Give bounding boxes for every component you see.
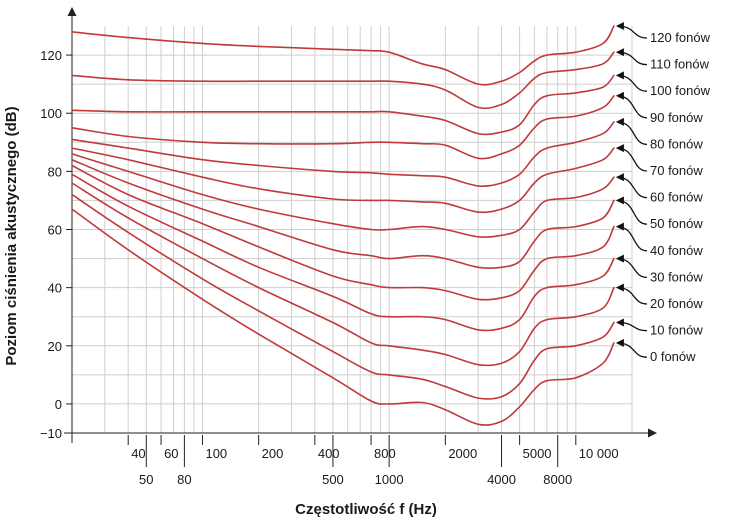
leader-arrow-40-fonów — [615, 222, 648, 252]
x-tick-label: 10 000 — [579, 446, 619, 461]
curve-60-fonów — [71, 153, 615, 238]
leader-arrow-90-fonów — [615, 91, 648, 119]
leader-arrow-60-fonów — [615, 173, 648, 199]
curve-90-fonów — [71, 95, 615, 160]
leader-arrow-20-fonów — [615, 283, 648, 305]
leader-arrow-30-fonów — [615, 254, 648, 279]
y-tick-label: 120 — [40, 48, 62, 63]
legend-label-80-fonów: 80 fonów — [650, 136, 703, 151]
curve-110-fonów — [71, 51, 615, 110]
leader-arrow-10-fonów — [615, 318, 648, 332]
y-tick-label: 40 — [48, 281, 62, 296]
legend-label-20-fonów: 20 fonów — [650, 296, 703, 311]
leader-arrow-70-fonów — [615, 144, 648, 172]
x-tick-label: 200 — [262, 446, 284, 461]
y-tick-label: 60 — [48, 223, 62, 238]
curves — [71, 25, 615, 426]
leader-arrow-100-fonów — [615, 71, 648, 92]
curve-50-fonów — [71, 158, 615, 269]
legend-label-90-fonów: 90 fonów — [650, 110, 703, 125]
x-tick-label: 800 — [374, 446, 396, 461]
y-tick-label: −10 — [40, 426, 62, 441]
curve-120-fonów — [71, 25, 615, 86]
legend-label-10-fonów: 10 fonów — [650, 323, 703, 338]
legend-label-110-fonów: 110 fonów — [650, 57, 710, 72]
x-tick-label: 100 — [205, 446, 227, 461]
legend-label-60-fonów: 60 fonów — [650, 190, 703, 205]
x-tick-label: 4000 — [487, 472, 516, 487]
leader-arrow-110-fonów — [615, 48, 648, 66]
leader-arrow-0-fonów — [615, 338, 648, 358]
x-tick-label: 2000 — [448, 446, 477, 461]
grid — [72, 26, 633, 434]
curve-10-fonów — [71, 193, 615, 400]
y-axis-title: Poziom ciśnienia akustycznego (dB) — [3, 106, 20, 365]
legend-label-70-fonów: 70 fonów — [650, 163, 703, 178]
legend-label-120-fonów: 120 fonów — [650, 30, 711, 45]
legend-label-0-fonów: 0 fonów — [650, 349, 696, 364]
x-tick-label: 1000 — [375, 472, 404, 487]
y-tick-label: 0 — [55, 397, 62, 412]
legend-label-30-fonów: 30 fonów — [650, 269, 703, 284]
curve-70-fonów — [71, 147, 615, 214]
x-axis-title: Częstotliwość f (Hz) — [295, 501, 437, 518]
x-tick-label: 60 — [164, 446, 178, 461]
y-tick-label: 80 — [48, 164, 62, 179]
curve-100-fonów — [71, 74, 615, 136]
legend-label-40-fonów: 40 fonów — [650, 243, 703, 258]
legend: 0 fonów 10 fonów 20 fonów 30 fonów 40 fonów 5… — [615, 22, 711, 364]
curve-20-fonów — [71, 182, 615, 367]
legend-label-100-fonów: 100 fonów — [650, 83, 711, 98]
x-tick-label: 50 — [139, 472, 153, 487]
x-tick-label: 40 — [131, 446, 145, 461]
x-tick-label: 80 — [177, 472, 191, 487]
x-tick-label: 8000 — [543, 472, 572, 487]
curve-40-fonów — [71, 164, 615, 301]
curve-30-fonów — [71, 173, 615, 332]
leader-arrow-80-fonów — [615, 117, 648, 146]
curve-0-fonów — [71, 208, 615, 426]
leader-arrow-120-fonów — [615, 22, 648, 39]
x-axis-ticks: 40 50 60 80 100 200 400 500 800 1000 2000 4000 5000 8… — [127, 435, 619, 487]
curve-80-fonów — [71, 121, 615, 187]
y-tick-label: 20 — [48, 339, 62, 354]
x-tick-label: 5000 — [523, 446, 552, 461]
y-axis-ticks: −10 0 20 40 60 80 100 120 — [40, 48, 72, 441]
y-tick-label: 100 — [40, 106, 62, 121]
legend-label-50-fonów: 50 fonów — [650, 216, 703, 231]
axes — [64, 7, 657, 443]
x-tick-label: 400 — [318, 446, 340, 461]
leader-arrow-50-fonów — [615, 196, 648, 225]
x-tick-label: 500 — [322, 472, 344, 487]
